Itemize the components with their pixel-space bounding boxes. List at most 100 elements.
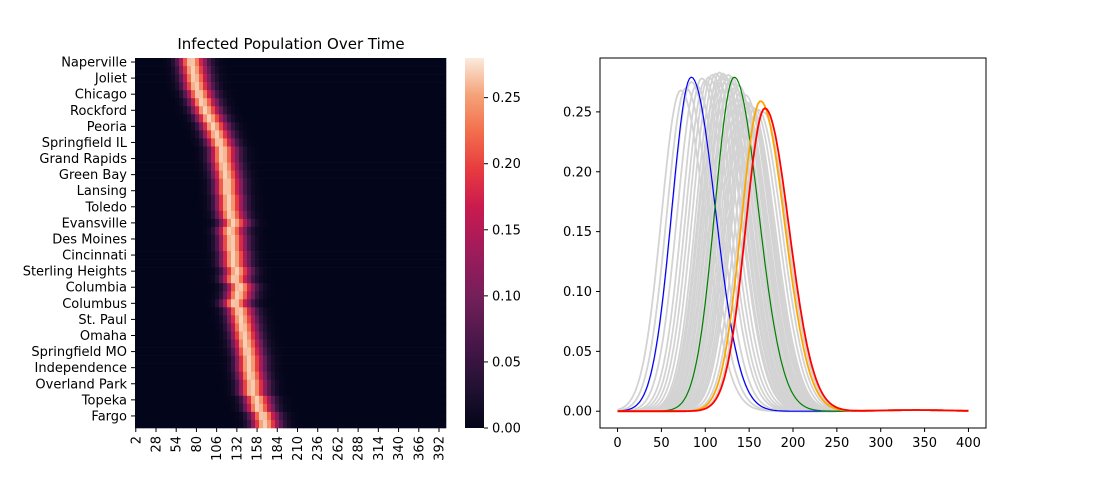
- heatmap-cell: [287, 82, 292, 91]
- heatmap-cell: [375, 307, 380, 316]
- heatmap-cell: [387, 275, 392, 284]
- heatmap-cell: [135, 58, 140, 67]
- heatmap-row-label: Omaha: [80, 329, 127, 344]
- heatmap-cell: [163, 202, 168, 212]
- heatmap-cell: [191, 114, 196, 123]
- heatmap-cell: [195, 315, 200, 324]
- heatmap-cell: [239, 403, 244, 413]
- heatmap-cell: [279, 130, 284, 139]
- heatmap-cell: [227, 379, 232, 389]
- heatmap-cell: [179, 138, 184, 147]
- heatmap-cell: [375, 138, 380, 147]
- heatmap-cell: [387, 307, 392, 316]
- heatmap-cell: [299, 275, 304, 284]
- heatmap-cell: [407, 395, 412, 405]
- heatmap-cell: [139, 114, 144, 123]
- heatmap-cell: [219, 218, 224, 228]
- heatmap-cell: [343, 122, 348, 131]
- heatmap-cell: [427, 371, 432, 381]
- heatmap-cell: [235, 194, 240, 204]
- heatmap-cell: [195, 339, 200, 348]
- heatmap-cell: [315, 411, 320, 421]
- heatmap-cell: [175, 403, 180, 413]
- heatmap-cell: [135, 226, 140, 236]
- heatmap-cell: [227, 323, 232, 332]
- heatmap-cell: [203, 114, 208, 123]
- heatmap-cell: [407, 283, 412, 292]
- heatmap-cell: [343, 251, 348, 260]
- heatmap-cell: [231, 411, 236, 421]
- heatmap-cell: [135, 130, 140, 139]
- heatmap-cell: [415, 66, 420, 75]
- heatmap-cell: [235, 186, 240, 196]
- heatmap-cell: [315, 283, 320, 292]
- heatmap-cell: [251, 178, 256, 187]
- heatmap-cell: [359, 283, 364, 292]
- heatmap-cell: [287, 291, 292, 300]
- heatmap-cell: [247, 387, 252, 397]
- heatmap-cell: [171, 283, 176, 292]
- heatmap-cell: [243, 122, 248, 131]
- heatmap-cell: [319, 138, 324, 147]
- heatmap-cell: [227, 315, 232, 324]
- heatmap-cell: [303, 307, 308, 316]
- heatmap-cell: [267, 98, 272, 107]
- heatmap-cell: [403, 267, 408, 276]
- heatmap-cell: [263, 210, 268, 220]
- heatmap-cell: [159, 387, 164, 397]
- heatmap-cell: [327, 267, 332, 276]
- heatmap-cell: [155, 114, 160, 123]
- heatmap-cell: [147, 371, 152, 381]
- heatmap-cell: [235, 355, 240, 364]
- heatmap-cell: [283, 315, 288, 324]
- heatmap-cell: [191, 347, 196, 356]
- heatmap-cell: [203, 291, 208, 300]
- heatmap-cell: [311, 130, 316, 139]
- heatmap-cell: [139, 355, 144, 364]
- heatmap-cell: [435, 379, 440, 389]
- heatmap-cell: [395, 307, 400, 316]
- heatmap-cell: [199, 355, 204, 364]
- heatmap-cell: [311, 395, 316, 405]
- heatmap-cell: [331, 387, 336, 397]
- heatmap-cell: [331, 106, 336, 115]
- heatmap-cell: [247, 170, 252, 179]
- heatmap-cell: [163, 387, 168, 397]
- heatmap-cell: [323, 234, 328, 244]
- heatmap-cell: [279, 178, 284, 187]
- heatmap-cell: [215, 387, 220, 397]
- heatmap-cell: [303, 98, 308, 107]
- heatmap-cell: [159, 267, 164, 276]
- heatmap-cell: [327, 138, 332, 147]
- heatmap-cell: [423, 243, 428, 252]
- heatmap-cell: [371, 403, 376, 413]
- heatmap-cell: [355, 122, 360, 131]
- heatmap-cell: [383, 403, 388, 413]
- heatmap-cell: [347, 355, 352, 364]
- heatmap-cell: [215, 379, 220, 389]
- heatmap-cell: [307, 251, 312, 260]
- heatmap-cell: [359, 162, 364, 171]
- heatmap-row: [135, 307, 447, 316]
- heatmap-cell: [419, 82, 424, 91]
- heatmap-cell: [379, 275, 384, 284]
- heatmap-cell: [155, 331, 160, 340]
- heatmap-cell: [419, 299, 424, 308]
- heatmap-cell: [331, 411, 336, 421]
- heatmap-cell: [415, 226, 420, 236]
- heatmap-cell: [367, 210, 372, 220]
- heatmap-cell: [311, 90, 316, 99]
- heatmap-cell: [323, 82, 328, 91]
- heatmap-cell: [331, 323, 336, 332]
- heatmap-cell: [207, 323, 212, 332]
- heatmap-cell: [319, 106, 324, 115]
- heatmap-cell: [431, 323, 436, 332]
- heatmap-cell: [327, 283, 332, 292]
- heatmap-cell: [223, 122, 228, 131]
- heatmap-cell: [259, 218, 264, 228]
- heatmap-row: [135, 267, 447, 276]
- heatmap-cell: [171, 218, 176, 228]
- heatmap-cell: [147, 106, 152, 115]
- heatmap-cell: [239, 226, 244, 236]
- heatmap-cell: [167, 355, 172, 364]
